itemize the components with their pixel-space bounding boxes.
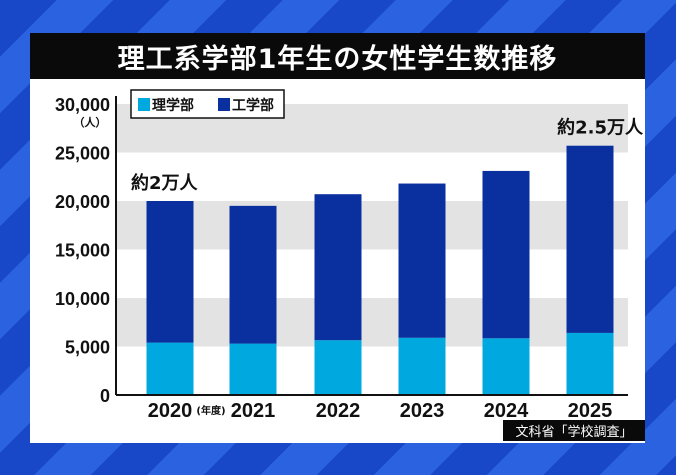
- x-tick-label: 2023: [400, 400, 445, 422]
- grid-band: [116, 201, 628, 250]
- bar-science-2023: [398, 337, 446, 395]
- bar-science-2021: [229, 343, 277, 395]
- x-tick-label: 2024: [484, 400, 529, 422]
- legend-label: 理学部: [152, 97, 194, 114]
- bar-engineering-2023: [398, 183, 446, 338]
- annotation-2020: 約2万人: [131, 172, 199, 194]
- chart-title: 理工系学部1年生の女性学生数推移: [30, 33, 645, 79]
- y-tick-label: 30,000: [55, 95, 110, 115]
- legend-label: 工学部: [232, 97, 274, 114]
- y-tick-label: 25,000: [55, 144, 110, 164]
- y-tick-label: 5,000: [65, 338, 110, 358]
- bar-science-2020: [146, 342, 194, 395]
- y-tick-label: 0: [100, 386, 110, 406]
- y-tick-label: 10,000: [55, 289, 110, 309]
- bar-science-2022: [314, 340, 362, 395]
- x-tick-label: 2020: [148, 400, 193, 422]
- x-axis-unit: (年度): [196, 404, 225, 417]
- grid-band: [116, 298, 628, 347]
- x-tick-label: 2021: [231, 400, 276, 422]
- x-tick-label: 2022: [316, 400, 361, 422]
- bar-engineering-2024: [482, 170, 530, 339]
- y-tick-label: 20,000: [55, 192, 110, 212]
- bar-engineering-2021: [229, 205, 277, 344]
- legend-swatch-science: [138, 98, 150, 111]
- legend-box: [130, 89, 285, 119]
- annotation-2025: 約2.5万人: [557, 117, 644, 139]
- bar-engineering-2022: [314, 194, 362, 341]
- x-tick-label: 2025: [568, 400, 613, 422]
- bar-science-2025: [566, 332, 614, 395]
- y-axis-unit: （人）: [74, 115, 107, 129]
- bar-engineering-2020: [146, 201, 194, 343]
- source-label: 文科省「学校調査」: [503, 420, 645, 441]
- bar-science-2024: [482, 338, 530, 395]
- bar-engineering-2025: [566, 145, 614, 333]
- legend-swatch-engineering: [218, 98, 230, 111]
- y-tick-label: 15,000: [55, 241, 110, 261]
